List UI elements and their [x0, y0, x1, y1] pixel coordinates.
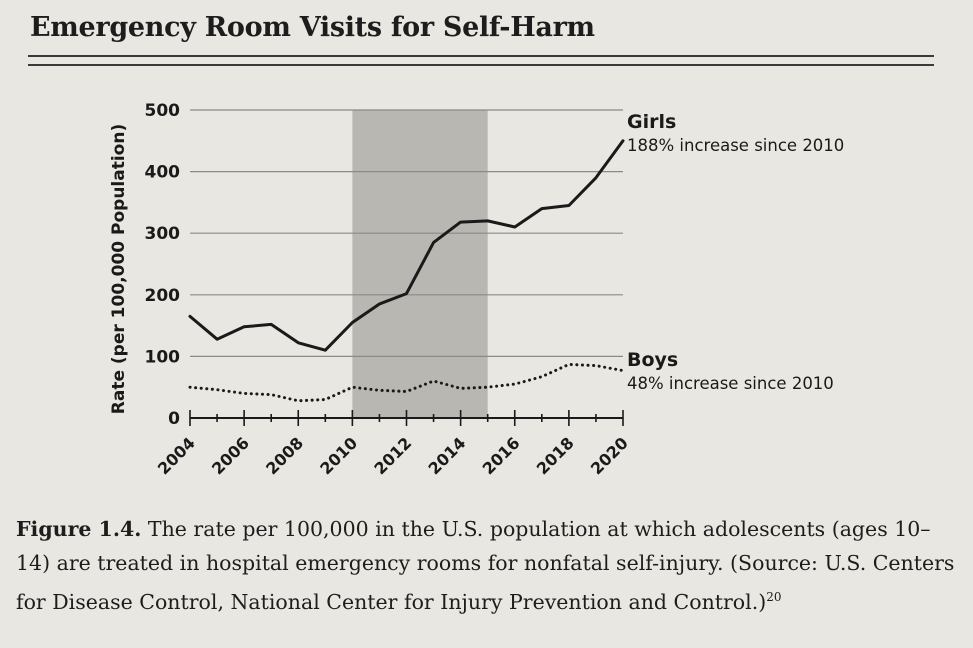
x-tick-label: 2006: [208, 433, 253, 478]
x-tick-label: 2010: [316, 433, 361, 478]
x-tick-label: 2008: [262, 433, 307, 478]
y-tick-label: 100: [145, 347, 181, 367]
y-tick-label: 400: [145, 163, 181, 183]
y-axis-label: Rate (per 100,000 Population): [109, 124, 129, 414]
caption-text: The rate per 100,000 in the U.S. populat…: [16, 517, 955, 614]
x-tick-label: 2016: [479, 433, 524, 478]
x-tick-label: 2014: [425, 433, 470, 478]
x-tick-label: 2004: [154, 433, 199, 478]
y-tick-label: 200: [145, 286, 181, 306]
caption-footnote: 20: [766, 590, 782, 604]
title-rule-bottom: [28, 64, 934, 66]
shaded-period: [352, 110, 488, 418]
series-line-boys: [188, 362, 625, 403]
title-rule-top: [28, 55, 934, 57]
x-tick-label: 2018: [533, 433, 578, 478]
y-tick-label: 300: [145, 224, 181, 244]
figure-caption: Figure 1.4. The rate per 100,000 in the …: [16, 512, 961, 619]
series-label-boys: Boys: [627, 349, 678, 371]
caption-figure-label: Figure 1.4.: [16, 517, 142, 541]
line-chart: 0 100 200 300 400 500 2004 2006 2008 2010 2012 2014…: [109, 101, 844, 478]
series-line-girls: [188, 139, 625, 352]
series-annotation-boys: 48% increase since 2010: [627, 374, 834, 393]
series-label-girls: Girls: [627, 111, 676, 133]
x-tick-label: 2012: [370, 433, 415, 478]
chart-title: Emergency Room Visits for Self-Harm: [30, 12, 595, 43]
x-tick-label: 2020: [587, 433, 632, 478]
y-tick-label: 500: [145, 101, 181, 121]
y-tick-label: 0: [168, 409, 180, 429]
series-annotation-girls: 188% increase since 2010: [627, 136, 844, 155]
